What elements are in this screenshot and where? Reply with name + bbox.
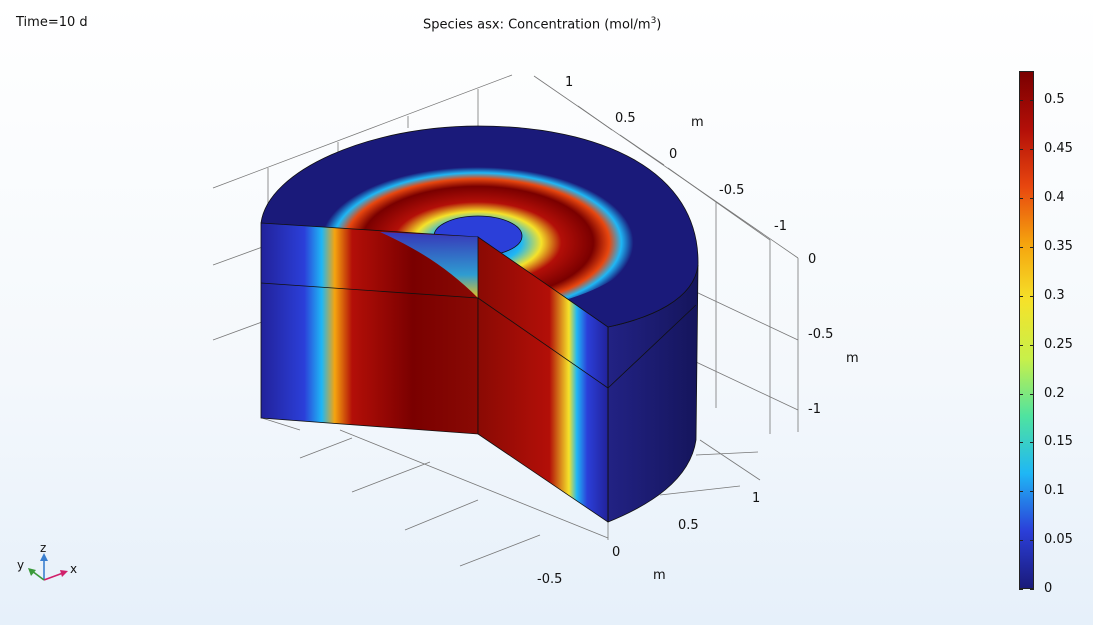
color-legend-tick xyxy=(1019,442,1023,444)
plot-title: Species asx: Concentration (mol/m3) xyxy=(423,16,661,32)
color-legend-tick xyxy=(1030,100,1034,102)
color-legend-tick xyxy=(1019,295,1023,297)
axis-tick-label: -0.5 xyxy=(537,572,562,587)
color-legend-tick-label: 0.1 xyxy=(1044,483,1065,499)
layer-boundary-left xyxy=(260,282,479,299)
axis-tick-label: 1 xyxy=(752,491,760,506)
axis-grid xyxy=(212,74,799,567)
plot-title-text: Species asx: Concentration (mol/m xyxy=(423,17,651,33)
color-legend-tick xyxy=(1030,344,1034,346)
color-legend-tick xyxy=(1030,295,1034,297)
color-legend-tick-label: 0 xyxy=(1044,581,1053,596)
axis-unit-label: m xyxy=(653,568,666,583)
axis-tick-label: -1 xyxy=(808,402,821,417)
color-legend-bar xyxy=(1019,71,1034,589)
color-legend-tick xyxy=(1019,100,1023,102)
plot-title-superscript: 3 xyxy=(650,16,657,26)
color-legend-tick-label: 0.15 xyxy=(1044,434,1073,450)
color-legend-tick xyxy=(1019,491,1023,493)
axis-unit-label: m xyxy=(691,115,704,130)
color-legend-tick-label: 0.25 xyxy=(1044,336,1073,352)
axis-tick-label: -1 xyxy=(774,219,787,234)
triad-y-label: y xyxy=(17,558,24,572)
axis-tick-label: 0 xyxy=(669,147,677,162)
color-legend-tick-label: 0.3 xyxy=(1044,287,1065,303)
left-cut-upper-glow xyxy=(380,232,478,298)
color-legend-tick-label: 0.05 xyxy=(1044,532,1073,548)
triad-x-axis xyxy=(43,572,64,581)
plot-title-close: ) xyxy=(656,17,662,33)
color-legend-tick xyxy=(1019,393,1023,395)
time-label: Time=10 d xyxy=(16,15,88,30)
color-legend-tick xyxy=(1030,442,1034,444)
color-legend-tick xyxy=(1030,198,1034,200)
color-legend-tick-label: 0.5 xyxy=(1044,92,1065,108)
axis-tick-label: -0.5 xyxy=(719,183,744,198)
color-legend-tick xyxy=(1030,491,1034,493)
triad-x-arrow xyxy=(60,570,68,577)
color-legend-tick-label: 0.35 xyxy=(1044,238,1073,254)
color-legend-tick xyxy=(1019,589,1023,590)
top-surface-outline xyxy=(260,125,699,328)
axis-tick-label: 0.5 xyxy=(678,518,699,533)
axis-triad: z x y xyxy=(17,541,77,581)
color-legend-tick xyxy=(1019,198,1023,200)
axis-tick-label: -0.5 xyxy=(808,327,833,342)
color-legend-tick xyxy=(1030,246,1034,248)
color-legend-tick xyxy=(1030,149,1034,151)
color-legend-tick-label: 0.45 xyxy=(1044,141,1073,157)
axis-tick-label: 1 xyxy=(565,75,573,90)
triad-x-label: x xyxy=(70,562,77,576)
axis-tick-label: 0 xyxy=(808,252,816,267)
color-legend-tick xyxy=(1030,540,1034,542)
back-y-axis-labels: 1 0.5 0 -0.5 -1 m 0 -0.5 -1 m 1 0.5 0 -0… xyxy=(537,75,859,587)
axis-tick-label: 0.5 xyxy=(615,111,636,126)
triad-y-arrow xyxy=(28,568,36,576)
color-legend-tick xyxy=(1030,589,1034,590)
color-legend-tick xyxy=(1019,344,1023,346)
layer-boundary-outer xyxy=(607,304,697,389)
color-legend-tick xyxy=(1019,540,1023,542)
layer-boundary-right xyxy=(477,297,609,389)
triad-z-label: z xyxy=(40,541,46,555)
color-legend-tick-label: 0.2 xyxy=(1044,385,1065,401)
color-legend-tick-label: 0.4 xyxy=(1044,190,1065,206)
triad-y-axis xyxy=(31,570,45,581)
triad-z-arrow xyxy=(40,553,48,561)
color-legend-tick xyxy=(1019,246,1023,248)
color-legend-tick xyxy=(1019,149,1023,151)
axis-tick-label: 0 xyxy=(612,545,620,560)
color-legend-tick xyxy=(1030,393,1034,395)
axis-unit-label: m xyxy=(846,351,859,366)
